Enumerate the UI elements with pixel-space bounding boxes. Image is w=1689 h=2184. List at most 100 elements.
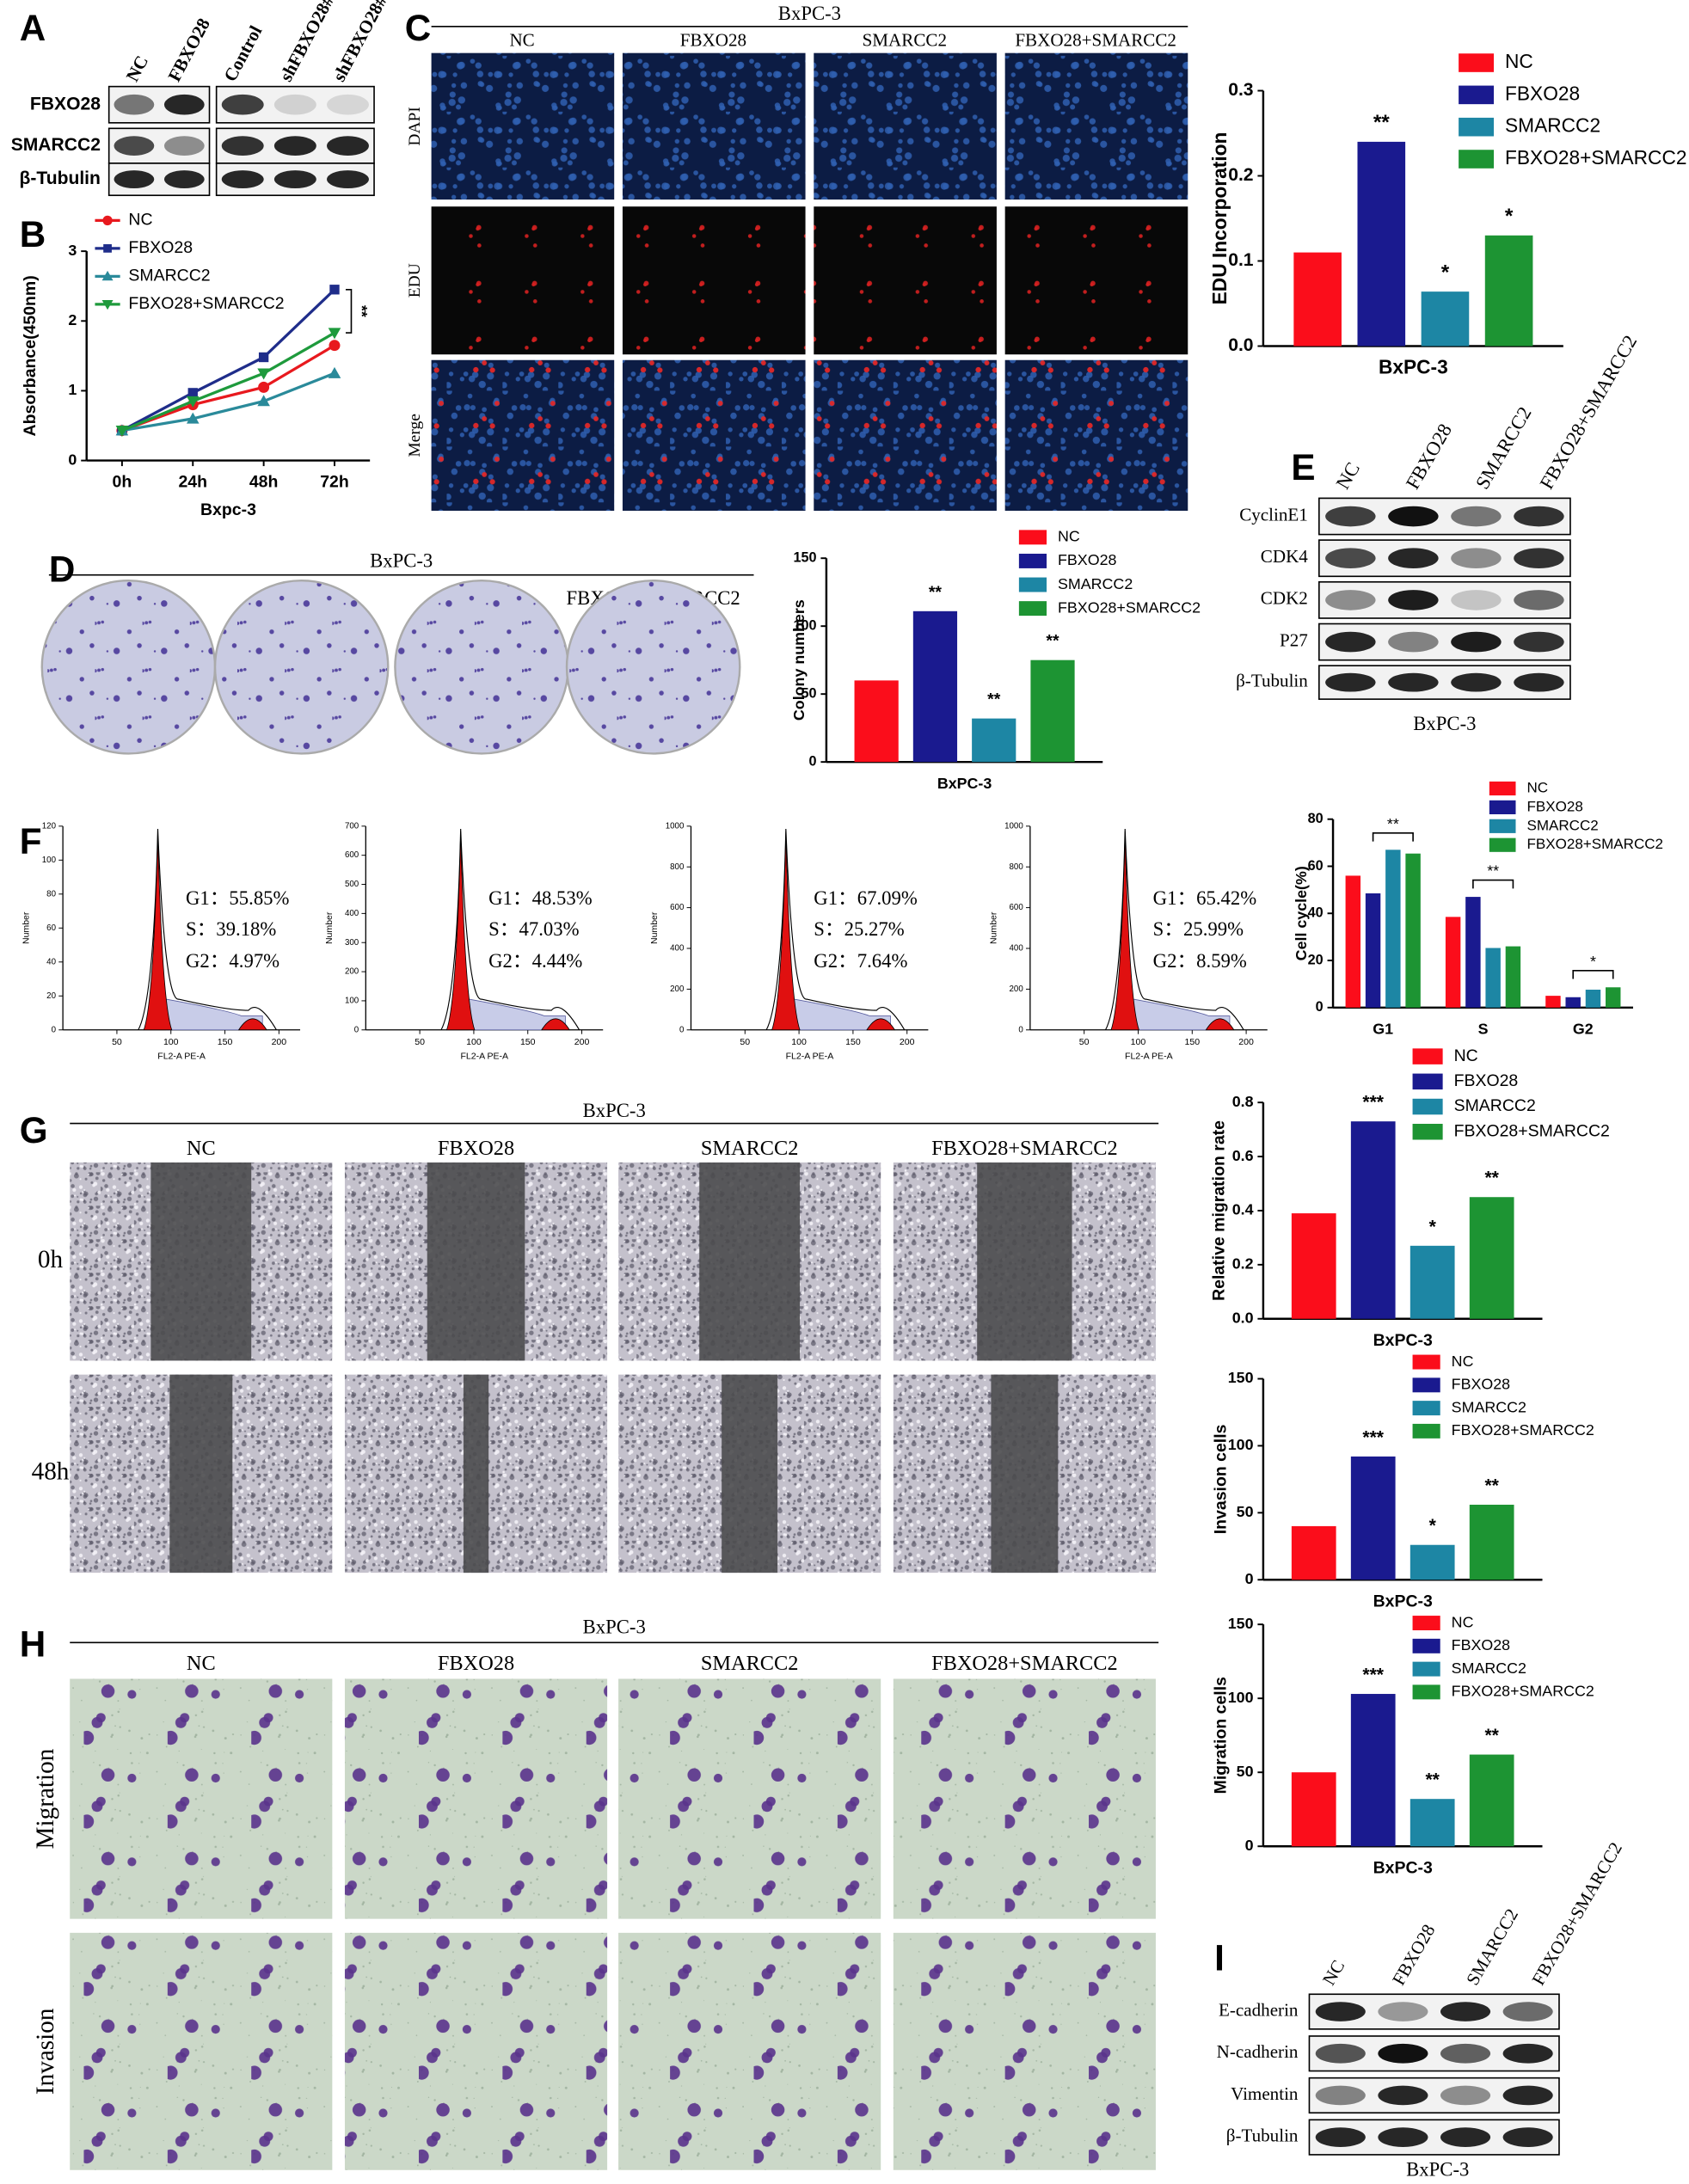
significance-label: ** [1425,1770,1440,1790]
blot-label: P27 [1280,629,1308,650]
hist-outline [138,829,277,1031]
legend-swatch [1489,800,1516,815]
x-tick-label: BxPC-3 [1373,1858,1433,1877]
hist-tick-label: 200 [1010,985,1024,994]
blot-band [163,94,205,115]
significance-label: ** [929,583,943,602]
legend-label: SMARCC2 [1505,114,1600,137]
micrograph [344,1932,608,2170]
bar [1606,987,1621,1008]
y-tick-label: 0.2 [1232,1255,1254,1273]
micrograph [622,206,806,355]
legend-swatch [1018,530,1047,545]
hist-tick-label: 200 [900,1037,915,1047]
significance-label: *** [1362,1666,1384,1685]
hist-xlabel: FL2-A PE-A [460,1051,508,1061]
hist-xlabel: FL2-A PE-A [157,1051,206,1061]
legend-swatch [1018,601,1047,617]
hist-tick-label: 50 [1079,1037,1090,1047]
micrograph [70,1932,333,2170]
hist-tick-label: 400 [670,944,685,954]
hist-tick-label: 1000 [666,821,685,831]
bar [1421,291,1470,347]
bar [1410,1544,1455,1580]
bar [1365,893,1381,1008]
bar [1410,1799,1455,1847]
blot-label: N-cadherin [1217,2041,1299,2062]
column-label: NC [509,30,534,51]
blot-band [1378,2043,1428,2064]
legend-marker [101,270,114,281]
blot-band [273,170,316,189]
blot-label: CDK4 [1261,546,1309,567]
lane-label: FBXO28+SMARCC2 [1536,332,1642,494]
y-tick-label: 0.0 [1232,1309,1254,1326]
hist-tick-label: 800 [670,862,685,872]
y-tick-label: 50 [1237,1763,1254,1780]
legend-swatch [1412,1048,1443,1064]
y-tick-label: 0.6 [1232,1147,1254,1164]
hist-tick-label: 150 [845,1037,861,1047]
blot-band [1502,2043,1553,2064]
panel-letter: A [20,8,46,48]
hist-tick-label: 1000 [1004,821,1023,831]
legend-label: FBXO28+SMARCC2 [1505,146,1686,169]
hist-ylabel: Number [324,911,335,944]
line-marker [329,285,340,295]
blot-band [1514,506,1564,527]
bar [1385,850,1401,1008]
blot-band [1325,590,1376,610]
y-tick-label: 0 [1245,1570,1254,1587]
hist-tick-label: 200 [345,967,359,977]
y-tick-label: 100 [1228,1689,1254,1706]
y-tick-label: 150 [1228,1615,1254,1632]
y-tick-label: 0.4 [1232,1201,1254,1218]
bar [1291,1772,1336,1847]
significance-label: ** [987,690,1001,709]
legend-label: NC [1454,1046,1478,1065]
row-label: Migration [32,1748,59,1849]
y-tick-label: 20 [1308,952,1324,967]
legend-label: SMARCC2 [128,266,210,285]
blot-band [1514,631,1564,653]
legend-label: NC [1058,528,1080,545]
hist-tick-label: 0 [1018,1025,1023,1034]
x-tick-label: BxPC-3 [937,775,992,792]
column-label: FBXO28+SMARCC2 [1015,30,1176,51]
cell-cycle-stat: G2：4.44% [488,950,582,972]
hist-xlabel: FL2-A PE-A [786,1051,834,1061]
line-marker [328,328,341,340]
legend-label: SMARCC2 [1454,1096,1536,1115]
micrograph [1004,52,1188,200]
column-label: SMARCC2 [863,30,947,51]
significance-label: ** [1484,1169,1499,1188]
legend-label: FBXO28 [128,238,193,257]
legend-label: FBXO28 [1526,798,1582,814]
legend-swatch [1412,1098,1443,1115]
y-axis-label: Absorbance(450nm) [21,275,40,436]
legend-swatch [1489,819,1516,833]
blot-band [327,94,369,115]
micrograph [622,359,806,512]
significance-bracket [1372,832,1414,842]
blot-band [1502,2002,1553,2021]
blot-band [1325,506,1376,527]
blot-band [163,136,205,156]
bar [1357,141,1406,347]
micrograph [814,206,997,355]
hist-tick-label: 50 [740,1037,750,1047]
panel-letter: D [49,549,75,590]
row-label: DAPI [406,107,424,145]
legend-swatch [1412,1377,1440,1393]
micrograph [814,52,997,200]
legend-swatch [1412,1401,1440,1416]
blot-label: FBXO28 [30,94,101,113]
blot-label: β-Tubulin [1226,2125,1299,2145]
legend-swatch [1412,1073,1443,1090]
colony-plate [394,579,569,755]
y-tick-label: 60 [1308,858,1324,874]
column-label: NC [187,1652,216,1675]
lane-label: FBXO28 [1388,1921,1439,1989]
legend-marker [103,244,112,253]
blot-band [114,170,155,189]
